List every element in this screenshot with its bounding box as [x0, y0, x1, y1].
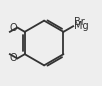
- Text: Mg: Mg: [74, 21, 88, 31]
- Text: O: O: [9, 53, 17, 63]
- Text: Br: Br: [74, 17, 84, 26]
- Text: O: O: [9, 23, 17, 33]
